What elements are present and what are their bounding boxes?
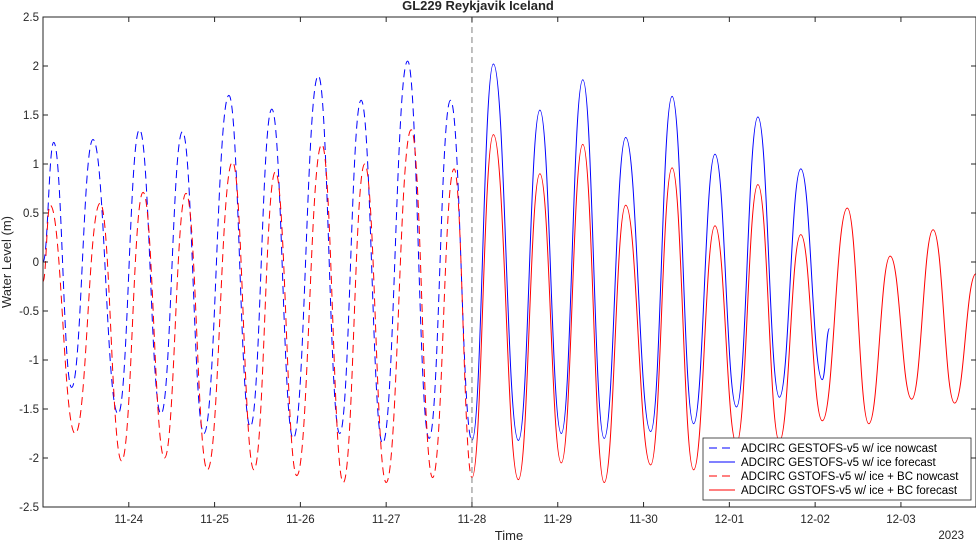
plot-area [43, 17, 976, 507]
y-tick-label: 0 [33, 257, 39, 269]
series-line-4 [471, 134, 976, 484]
y-tick-label: 2.5 [23, 12, 39, 24]
x-tick-label: 11-26 [286, 514, 315, 526]
axes: -2.5 -2 -1.5 -1 -0.5 0 0.5 1 1.5 2 2.5 11-24 11-25 11… [19, 12, 976, 526]
x-tick-label: 11-29 [543, 514, 572, 526]
x-tick-label: 12-01 [715, 514, 744, 526]
y-tick-label: 2 [33, 61, 39, 73]
series-layer [43, 60, 976, 484]
x-tick-label: 11-28 [458, 514, 487, 526]
legend-label: ADCIRC GSTOFS-v5 w/ ice + BC forecast [741, 485, 958, 497]
y-tick-label: 1 [33, 159, 39, 171]
y-tick-label: 0.5 [23, 208, 39, 220]
x-tick-label: 11-24 [115, 514, 144, 526]
y-axis-label: Water Level (m) [0, 216, 14, 308]
y-tick-label: 1.5 [23, 110, 39, 122]
legend: ADCIRC GESTOFS-v5 w/ ice nowcast ADCIRC G… [702, 437, 972, 501]
year-label: 2023 [938, 530, 964, 541]
legend-label: ADCIRC GSTOFS-v5 w/ ice + BC nowcast [741, 471, 959, 483]
x-tick-label: 12-03 [886, 514, 915, 526]
legend-label: ADCIRC GESTOFS-v5 w/ ice forecast [741, 457, 936, 469]
y-tick-label: -1.5 [19, 404, 39, 416]
x-tick-label: 11-27 [372, 514, 401, 526]
legend-box [702, 437, 972, 501]
x-tick-label: 12-02 [800, 514, 829, 526]
y-tick-label: -1 [29, 355, 39, 367]
series-line-1 [43, 60, 473, 444]
x-tick-label: 11-30 [629, 514, 658, 526]
y-tick-label: -2.5 [19, 502, 39, 514]
series-line-2 [471, 63, 830, 441]
chart-title: GL229 Reykjavik Iceland [402, 0, 554, 13]
x-axis-label: Time [495, 528, 523, 541]
y-tick-label: -2 [29, 453, 39, 465]
x-tick-label: 11-25 [200, 514, 229, 526]
legend-label: ADCIRC GESTOFS-v5 w/ ice nowcast [741, 443, 938, 455]
series-line-3 [43, 129, 473, 484]
y-tick-label: -0.5 [19, 306, 39, 318]
